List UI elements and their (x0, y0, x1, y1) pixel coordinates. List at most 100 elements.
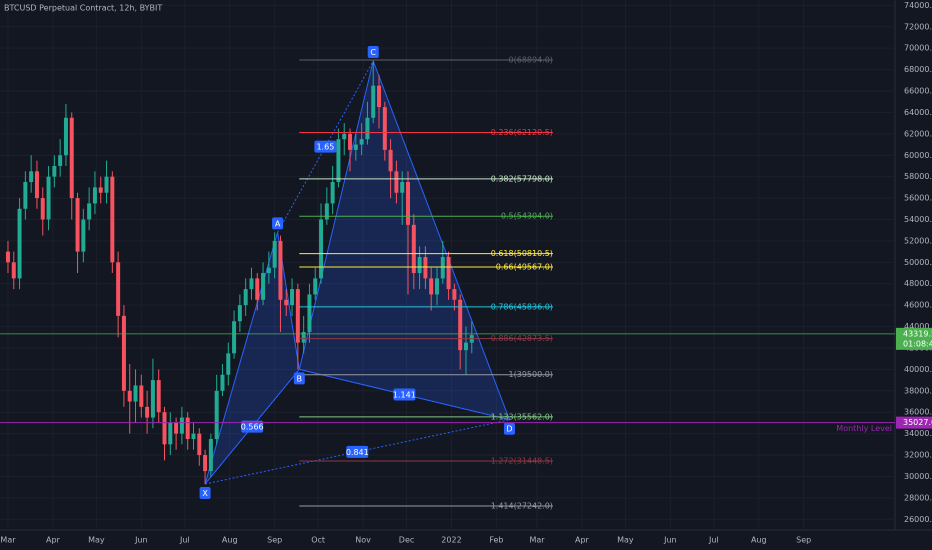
candle-body (278, 240, 283, 300)
candle-body (429, 278, 434, 295)
candle-body (11, 262, 16, 279)
candle-body (5, 251, 10, 263)
candle-body (261, 273, 266, 300)
y-tick-label: 54000.0 (904, 215, 932, 224)
candle-body (174, 422, 179, 434)
y-tick-label: 44000.0 (904, 322, 932, 331)
candle-body (17, 208, 22, 279)
fib-label: 1.133(35562.0) (491, 412, 553, 421)
y-tick-label: 60000.0 (904, 151, 932, 160)
candle-body (197, 433, 202, 456)
candle-body (220, 374, 225, 391)
x-tick-label: Jul (708, 536, 719, 545)
x-tick-label: Sep (796, 536, 811, 545)
y-tick-label: 28000.0 (904, 493, 932, 502)
candle-body (46, 176, 51, 220)
candle-body (452, 289, 457, 300)
candle-body (365, 117, 370, 140)
candle-body (284, 299, 289, 306)
ratio-box (314, 140, 337, 153)
fib-label: 0.618(50810.5) (491, 249, 553, 258)
candle-body (301, 331, 306, 343)
y-tick-label: 40000.0 (904, 365, 932, 374)
fib-label: 0(68894.0) (509, 56, 553, 65)
chart-title: BTCUSD Perpetual Contract, 12h, BYBIT (4, 4, 162, 13)
y-tick-label: 72000.0 (904, 22, 932, 31)
candle-body (434, 278, 439, 295)
x-tick-label: Aug (751, 536, 767, 545)
point-label: D (506, 425, 512, 434)
ratio-label: 1.65 (316, 143, 334, 152)
fib-label: 1.272(31448.5) (491, 456, 553, 465)
candle-body (179, 417, 184, 434)
candle-body (69, 117, 74, 199)
candle-body (400, 182, 405, 193)
candle-body (185, 417, 190, 439)
x-tick-label: Apr (575, 536, 590, 545)
current-price-label: 43319.5 (903, 329, 932, 338)
x-tick-label: Jul (179, 536, 190, 545)
fib-label: 0.382(57798.0) (491, 174, 553, 183)
point-box (272, 217, 284, 230)
monthly-level-name: Monthly Level (836, 424, 892, 433)
y-tick-label: 32000.0 (904, 451, 932, 460)
candle-body (75, 198, 80, 252)
candle-body (232, 321, 237, 354)
y-tick-label: 74000.0 (904, 1, 932, 10)
y-tick-label: 64000.0 (904, 108, 932, 117)
ratio-label: 0.841 (346, 448, 369, 457)
price-box (896, 416, 932, 429)
candle-body (307, 294, 312, 332)
candle-body (463, 342, 468, 351)
pattern-leg (277, 60, 374, 233)
x-tick-label: Oct (311, 536, 325, 545)
candle-body (121, 315, 126, 391)
candle-body (116, 262, 121, 316)
point-label: X (202, 489, 208, 498)
candle-body (348, 133, 353, 150)
candle-body (40, 198, 45, 220)
candle-body (104, 176, 109, 193)
candle-body (110, 176, 115, 263)
y-tick-label: 62000.0 (904, 129, 932, 138)
fib-label: 0.236(62120.5) (491, 128, 553, 137)
candle-body (63, 117, 68, 156)
y-tick-label: 36000.0 (904, 408, 932, 417)
fib-label: 1.414(27242.0) (491, 501, 553, 510)
x-tick-label: Sep (267, 536, 282, 545)
candle-body (58, 155, 63, 166)
candle-body (237, 305, 242, 322)
y-tick-label: 56000.0 (904, 194, 932, 203)
ratio-box (241, 420, 264, 433)
candle-body (371, 85, 376, 118)
candle-body (388, 149, 393, 172)
candle-body (127, 390, 132, 402)
candle-body (353, 144, 358, 150)
candle-body (290, 289, 295, 306)
x-tick-label: Dec (399, 536, 414, 545)
x-tick-label: Nov (355, 536, 371, 545)
candle-body (133, 385, 138, 402)
candle-body (336, 139, 341, 183)
candle-body (92, 187, 97, 204)
fib-label: 0.66(49567.0) (496, 262, 553, 271)
candle-body (266, 267, 271, 274)
candle-body (81, 219, 86, 252)
candle-body (29, 171, 34, 183)
candle-body (330, 182, 335, 204)
y-tick-label: 46000.0 (904, 301, 932, 310)
point-box (293, 372, 305, 385)
candle-body (23, 182, 28, 209)
point-label: A (275, 219, 281, 228)
candle-body (377, 85, 382, 108)
candle-body (295, 289, 300, 343)
candle-body (255, 278, 260, 300)
y-tick-label: 66000.0 (904, 87, 932, 96)
x-tick-label: Aug (222, 536, 238, 545)
point-box (367, 46, 379, 59)
ratio-box (393, 388, 416, 401)
candle-body (359, 139, 364, 145)
candle-body (243, 289, 248, 306)
price-box (896, 327, 932, 350)
